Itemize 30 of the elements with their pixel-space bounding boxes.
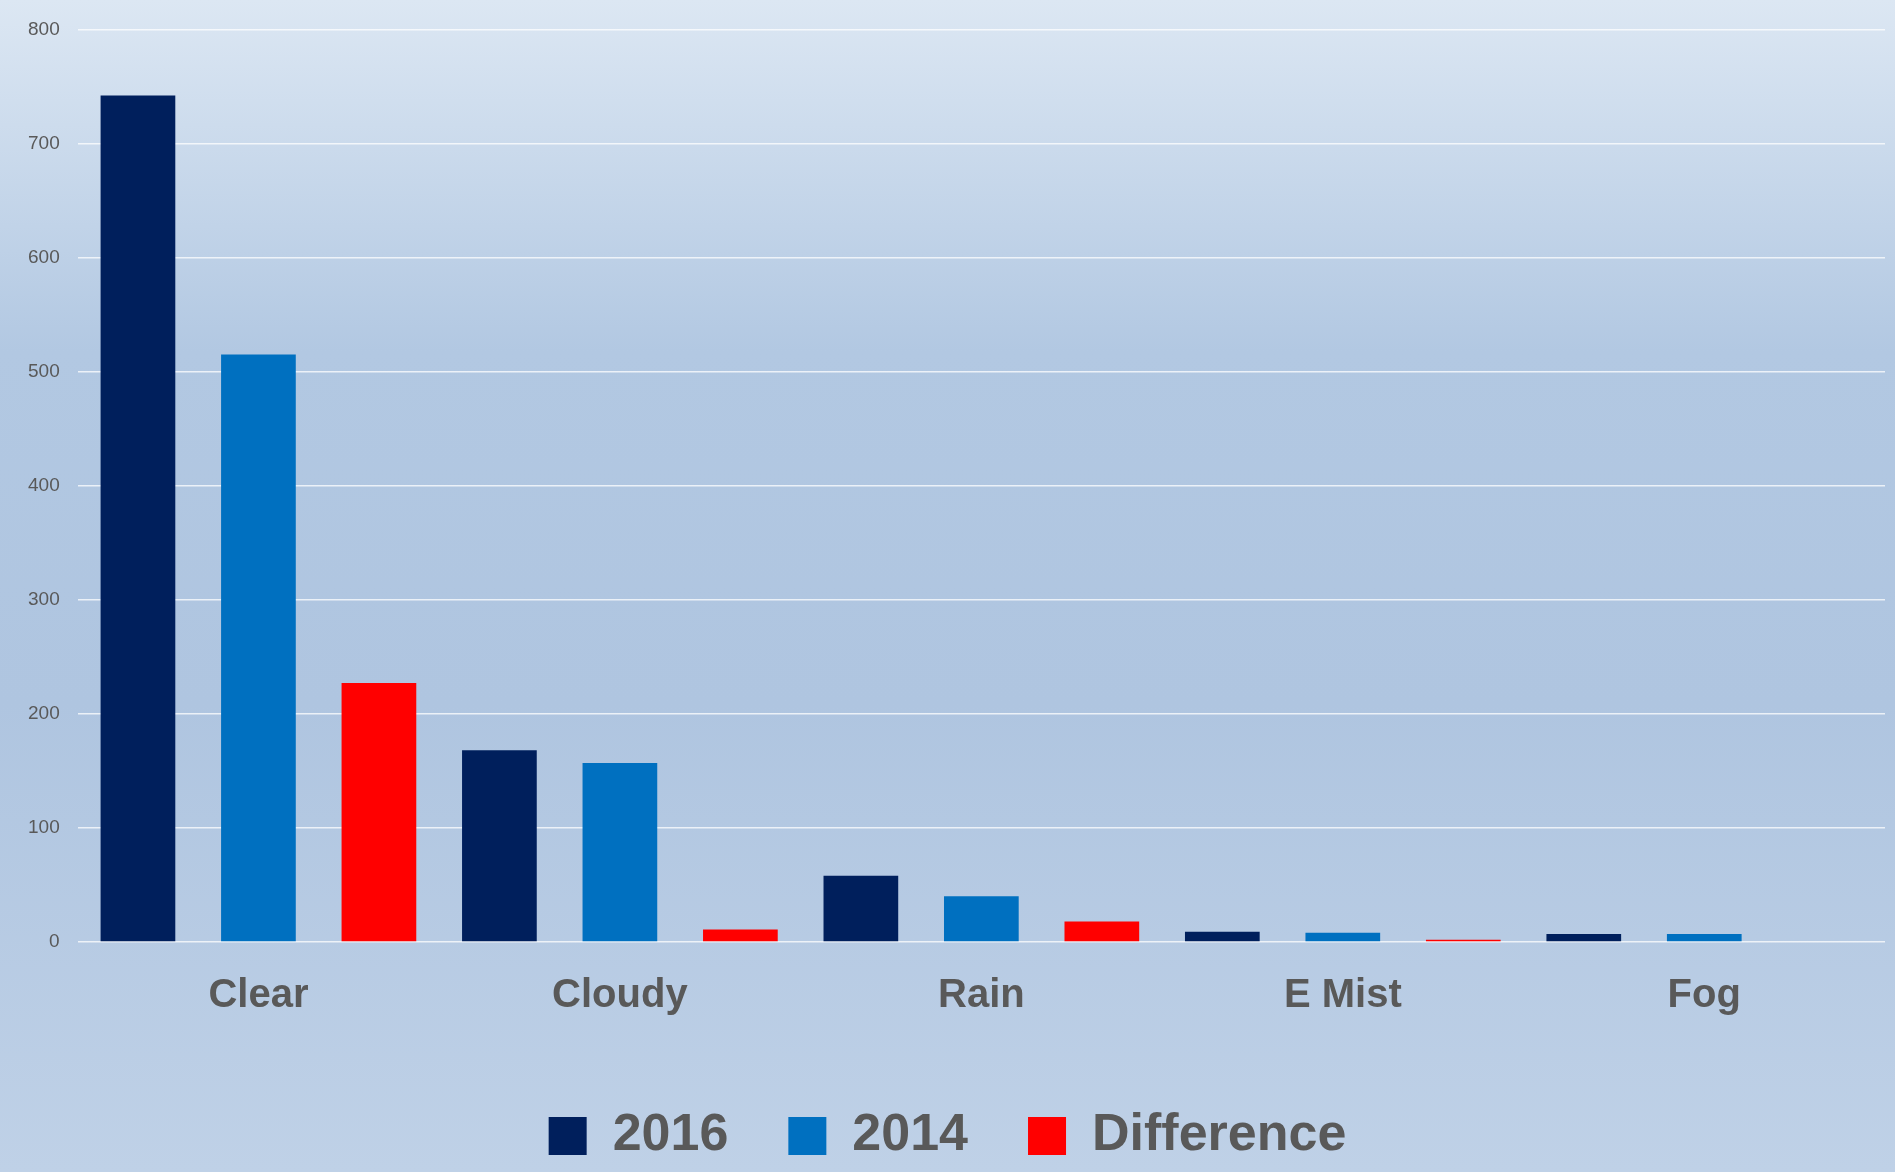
bar bbox=[341, 683, 417, 942]
y-tick-label: 500 bbox=[28, 359, 60, 381]
bar bbox=[1184, 931, 1260, 942]
y-tick-label: 600 bbox=[28, 245, 60, 267]
bar bbox=[462, 750, 537, 942]
y-tick-label: 700 bbox=[28, 131, 60, 153]
y-tick-label: 400 bbox=[28, 473, 60, 495]
x-tick-label: Rain bbox=[938, 971, 1025, 1016]
bar bbox=[1064, 921, 1140, 942]
bar bbox=[1546, 934, 1622, 942]
y-tick-label: 100 bbox=[28, 816, 60, 838]
bar bbox=[1666, 934, 1742, 942]
y-tick-label: 300 bbox=[28, 588, 60, 610]
bar bbox=[1305, 932, 1381, 942]
bar bbox=[582, 762, 658, 942]
y-tick-label: 800 bbox=[28, 17, 60, 39]
legend-label: 2016 bbox=[612, 1103, 729, 1162]
bar bbox=[221, 354, 296, 942]
bar bbox=[703, 929, 778, 942]
y-tick-label: 0 bbox=[49, 930, 60, 952]
x-tick-label: Fog bbox=[1667, 971, 1741, 1016]
x-tick-label: E Mist bbox=[1283, 971, 1402, 1016]
x-tick-label: Cloudy bbox=[552, 971, 689, 1016]
bar bbox=[944, 896, 1019, 942]
x-tick-label: Clear bbox=[208, 971, 309, 1016]
legend-label: Difference bbox=[1092, 1103, 1347, 1162]
y-tick-label: 200 bbox=[28, 702, 60, 724]
legend-label: 2014 bbox=[852, 1103, 969, 1162]
bar bbox=[823, 875, 899, 942]
bar bbox=[100, 95, 176, 942]
